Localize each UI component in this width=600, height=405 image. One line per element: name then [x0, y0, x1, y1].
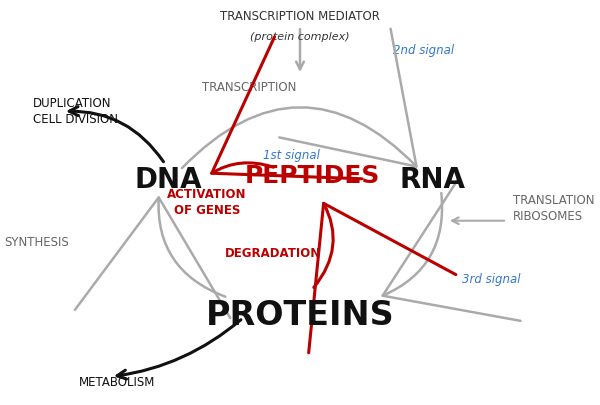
FancyArrowPatch shape [212, 37, 362, 179]
Text: DEGRADATION: DEGRADATION [225, 247, 321, 260]
Text: (protein complex): (protein complex) [250, 32, 350, 43]
Text: SYNTHESIS: SYNTHESIS [4, 237, 69, 249]
Text: ACTIVATION
OF GENES: ACTIVATION OF GENES [167, 188, 247, 217]
Text: DNA: DNA [134, 166, 202, 194]
Text: TRANSLATION: TRANSLATION [513, 194, 595, 207]
FancyArrowPatch shape [383, 178, 521, 321]
FancyArrowPatch shape [75, 197, 230, 318]
FancyArrowPatch shape [308, 203, 456, 353]
Text: RNA: RNA [399, 166, 465, 194]
FancyArrowPatch shape [182, 29, 416, 168]
Text: 3rd signal: 3rd signal [462, 273, 521, 286]
Text: RIBOSOMES: RIBOSOMES [513, 210, 583, 223]
Text: 2nd signal: 2nd signal [393, 44, 454, 57]
Text: PEPTIDES: PEPTIDES [244, 164, 380, 188]
Text: TRANSCRIPTION: TRANSCRIPTION [202, 81, 296, 94]
Text: DUPLICATION: DUPLICATION [33, 97, 112, 110]
Text: PROTEINS: PROTEINS [206, 299, 394, 333]
Text: TRANSCRIPTION MEDIATOR: TRANSCRIPTION MEDIATOR [220, 10, 380, 23]
Text: METABOLISM: METABOLISM [79, 376, 155, 389]
Text: 1st signal: 1st signal [263, 149, 319, 162]
Text: CELL DIVISION: CELL DIVISION [33, 113, 118, 126]
